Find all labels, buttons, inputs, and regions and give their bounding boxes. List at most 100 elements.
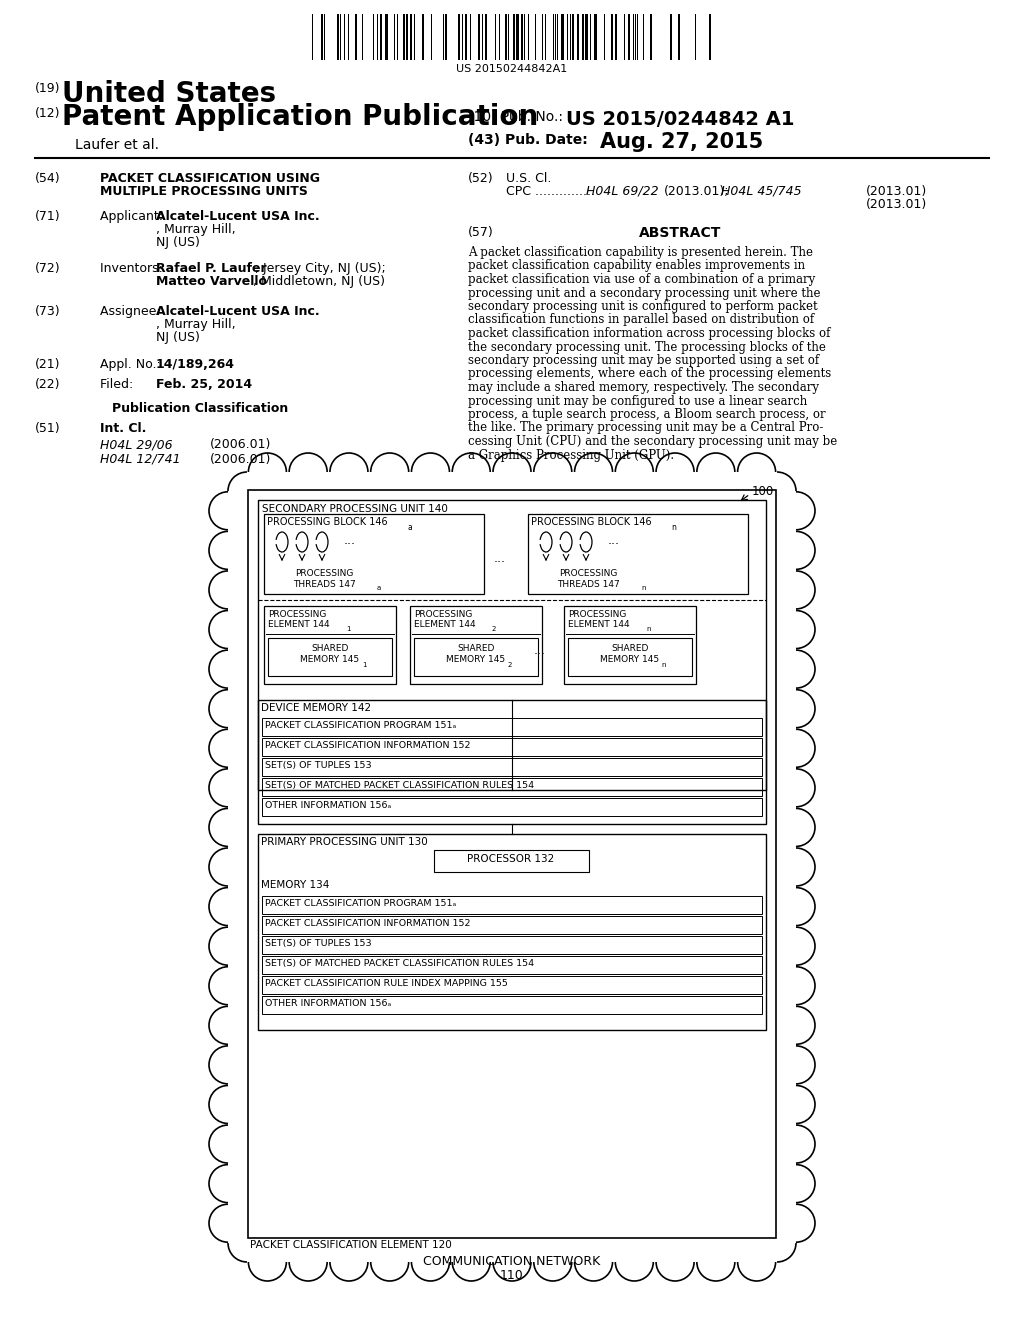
Text: ELEMENT 144: ELEMENT 144 bbox=[414, 620, 475, 630]
Bar bbox=[264, 513, 484, 594]
Text: OTHER INFORMATION 156ₐ: OTHER INFORMATION 156ₐ bbox=[265, 999, 391, 1008]
Bar bbox=[528, 513, 748, 594]
Bar bbox=[248, 490, 776, 1238]
Text: NJ (US): NJ (US) bbox=[156, 236, 200, 249]
Text: ...: ... bbox=[344, 535, 356, 546]
Bar bbox=[258, 500, 766, 789]
Text: SET(S) OF MATCHED PACKET CLASSIFICATION RULES 154: SET(S) OF MATCHED PACKET CLASSIFICATION … bbox=[265, 781, 535, 789]
Text: PROCESSING: PROCESSING bbox=[414, 610, 472, 619]
Text: US 2015/0244842 A1: US 2015/0244842 A1 bbox=[566, 110, 795, 129]
Text: MEMORY 145: MEMORY 145 bbox=[600, 655, 659, 664]
Text: PACKET CLASSIFICATION USING: PACKET CLASSIFICATION USING bbox=[100, 172, 319, 185]
Text: (2013.01);: (2013.01); bbox=[664, 185, 729, 198]
Bar bbox=[434, 850, 589, 873]
Text: (51): (51) bbox=[35, 422, 60, 436]
Text: Assignee:: Assignee: bbox=[100, 305, 165, 318]
Bar bbox=[355, 15, 357, 59]
Text: SHARED: SHARED bbox=[611, 644, 648, 653]
Text: OTHER INFORMATION 156ₐ: OTHER INFORMATION 156ₐ bbox=[265, 801, 391, 810]
Text: MEMORY 145: MEMORY 145 bbox=[446, 655, 506, 664]
Text: process, a tuple search process, a Bloom search process, or: process, a tuple search process, a Bloom… bbox=[468, 408, 825, 421]
Text: Appl. No.:: Appl. No.: bbox=[100, 358, 165, 371]
Text: Feb. 25, 2014: Feb. 25, 2014 bbox=[156, 378, 252, 391]
Bar bbox=[258, 700, 766, 824]
Text: 100: 100 bbox=[752, 484, 774, 498]
Text: (2006.01): (2006.01) bbox=[210, 438, 271, 451]
Bar bbox=[458, 15, 460, 59]
Bar bbox=[564, 606, 696, 684]
Text: secondary processing unit is configured to perform packet: secondary processing unit is configured … bbox=[468, 300, 817, 313]
Text: a: a bbox=[407, 523, 412, 532]
Text: n: n bbox=[646, 626, 650, 632]
Text: Matteo Varvello: Matteo Varvello bbox=[156, 275, 267, 288]
Text: (10) Pub. No.:: (10) Pub. No.: bbox=[468, 110, 567, 124]
Text: ...: ... bbox=[534, 644, 546, 657]
Bar bbox=[585, 15, 588, 59]
Bar bbox=[258, 834, 766, 1030]
Text: (2013.01): (2013.01) bbox=[866, 198, 928, 211]
Text: (21): (21) bbox=[35, 358, 60, 371]
Text: SECONDARY PROCESSING UNIT 140: SECONDARY PROCESSING UNIT 140 bbox=[262, 504, 447, 513]
Text: MEMORY 134: MEMORY 134 bbox=[261, 880, 330, 890]
Text: PROCESSING: PROCESSING bbox=[268, 610, 327, 619]
Text: n: n bbox=[671, 523, 676, 532]
Text: (19): (19) bbox=[35, 82, 60, 95]
Bar bbox=[262, 896, 762, 913]
Text: PACKET CLASSIFICATION INFORMATION 152: PACKET CLASSIFICATION INFORMATION 152 bbox=[265, 741, 470, 750]
Text: Laufer et al.: Laufer et al. bbox=[75, 139, 159, 152]
Text: (57): (57) bbox=[468, 226, 494, 239]
Bar bbox=[445, 15, 447, 59]
Text: (2006.01): (2006.01) bbox=[210, 453, 271, 466]
Text: ...: ... bbox=[608, 535, 620, 546]
Text: cessing Unit (CPU) and the secondary processing unit may be: cessing Unit (CPU) and the secondary pro… bbox=[468, 436, 838, 447]
Bar bbox=[268, 638, 392, 676]
Text: PACKET CLASSIFICATION PROGRAM 151ₐ: PACKET CLASSIFICATION PROGRAM 151ₐ bbox=[265, 899, 457, 908]
Text: H04L 69/22: H04L 69/22 bbox=[586, 185, 658, 198]
Text: ELEMENT 144: ELEMENT 144 bbox=[568, 620, 630, 630]
Text: PROCESSING: PROCESSING bbox=[559, 569, 617, 578]
Text: United States: United States bbox=[62, 81, 276, 108]
Text: may include a shared memory, respectively. The secondary: may include a shared memory, respectivel… bbox=[468, 381, 819, 393]
Bar bbox=[380, 15, 382, 59]
Text: the like. The primary processing unit may be a Central Pro-: the like. The primary processing unit ma… bbox=[468, 421, 823, 434]
Text: a Graphics Processing Unit (GPU).: a Graphics Processing Unit (GPU). bbox=[468, 449, 674, 462]
Text: DEVICE MEMORY 142: DEVICE MEMORY 142 bbox=[261, 704, 371, 713]
Text: 1: 1 bbox=[346, 626, 350, 632]
Text: H04L 45/745: H04L 45/745 bbox=[721, 185, 802, 198]
Bar bbox=[521, 15, 523, 59]
Text: PACKET CLASSIFICATION INFORMATION 152: PACKET CLASSIFICATION INFORMATION 152 bbox=[265, 919, 470, 928]
Bar bbox=[611, 15, 613, 59]
Bar bbox=[262, 916, 762, 935]
Text: PROCESSING BLOCK 146: PROCESSING BLOCK 146 bbox=[267, 517, 388, 527]
Text: , Jersey City, NJ (US);: , Jersey City, NJ (US); bbox=[255, 261, 386, 275]
Bar bbox=[262, 799, 762, 816]
Text: PACKET CLASSIFICATION PROGRAM 151ₐ: PACKET CLASSIFICATION PROGRAM 151ₐ bbox=[265, 721, 457, 730]
Text: SHARED: SHARED bbox=[458, 644, 495, 653]
Bar bbox=[228, 473, 796, 1262]
Text: (2013.01): (2013.01) bbox=[866, 185, 928, 198]
Bar bbox=[615, 15, 617, 59]
Text: packet classification via use of a combination of a primary: packet classification via use of a combi… bbox=[468, 273, 815, 286]
Text: , Murray Hill,: , Murray Hill, bbox=[156, 318, 236, 331]
Text: 1: 1 bbox=[361, 663, 367, 668]
Text: PROCESSING: PROCESSING bbox=[295, 569, 353, 578]
Text: ...: ... bbox=[494, 552, 506, 565]
Bar bbox=[262, 936, 762, 954]
Text: H04L 29/06: H04L 29/06 bbox=[100, 438, 173, 451]
Bar bbox=[422, 15, 424, 59]
Bar bbox=[262, 975, 762, 994]
Text: Inventors:: Inventors: bbox=[100, 261, 167, 275]
Text: (43) Pub. Date:: (43) Pub. Date: bbox=[468, 133, 588, 147]
Text: A packet classification capability is presented herein. The: A packet classification capability is pr… bbox=[468, 246, 813, 259]
Bar bbox=[262, 777, 762, 796]
Bar bbox=[670, 15, 672, 59]
Text: n: n bbox=[662, 663, 667, 668]
Bar bbox=[516, 15, 519, 59]
Text: the secondary processing unit. The processing blocks of the: the secondary processing unit. The proce… bbox=[468, 341, 826, 354]
Bar bbox=[262, 758, 762, 776]
Bar bbox=[262, 997, 762, 1014]
Text: H04L 12/741: H04L 12/741 bbox=[100, 453, 180, 466]
Text: processing unit may be configured to use a linear search: processing unit may be configured to use… bbox=[468, 395, 807, 408]
Text: SHARED: SHARED bbox=[311, 644, 349, 653]
Text: Int. Cl.: Int. Cl. bbox=[100, 422, 146, 436]
